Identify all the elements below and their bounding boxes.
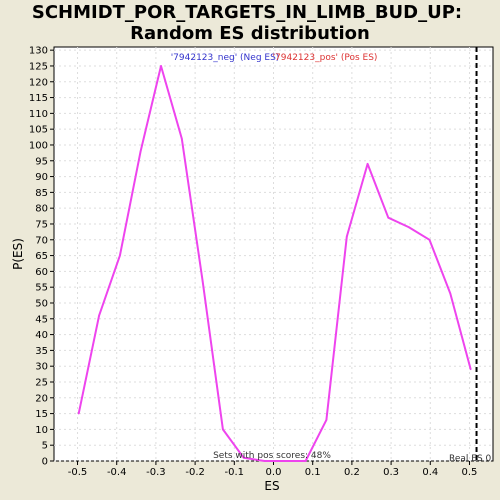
data-point xyxy=(325,419,328,421)
data-point xyxy=(449,292,452,295)
x-tick-label: 0.3 xyxy=(383,467,399,478)
y-tick-label: 80 xyxy=(35,204,48,215)
x-tick-label: 0.4 xyxy=(422,467,438,478)
pos-scores-annotation: Sets with pos scores: 48% xyxy=(213,451,331,461)
chart-title-line2: Random ES distribution xyxy=(130,23,370,44)
x-tick-label: 0.0 xyxy=(266,467,282,478)
data-point xyxy=(387,216,390,219)
data-point xyxy=(345,235,348,238)
y-tick-label: 5 xyxy=(42,441,48,452)
data-point xyxy=(119,254,121,257)
data-point xyxy=(304,460,307,462)
y-axis-label: P(ES) xyxy=(11,238,25,270)
y-tick-label: 35 xyxy=(35,346,48,357)
data-point xyxy=(222,428,224,431)
series-layer xyxy=(77,65,472,462)
data-point xyxy=(366,163,369,165)
x-tick-label: -0.3 xyxy=(146,467,166,478)
y-tick-label: 65 xyxy=(35,251,48,262)
data-point xyxy=(139,150,142,153)
chart-title-line1: SCHMIDT_POR_TARGETS_IN_LIMB_BUD_UP: xyxy=(32,2,462,23)
y-tick-label: 60 xyxy=(35,267,48,278)
data-point xyxy=(98,314,100,317)
y-tick-label: 70 xyxy=(35,235,48,246)
y-tick-label: 10 xyxy=(35,425,48,436)
y-tick-label: 30 xyxy=(35,362,48,373)
legend-neg-label: '7942123_neg' (Neg ES) xyxy=(171,53,280,63)
grid-lines xyxy=(54,47,493,462)
x-tick-label: 0.5 xyxy=(462,467,478,478)
y-tick-label: 85 xyxy=(35,188,48,199)
x-tick-label: -0.5 xyxy=(68,467,88,478)
data-point xyxy=(469,368,472,371)
data-point xyxy=(201,280,204,282)
data-point xyxy=(242,457,245,459)
y-tick-label: 95 xyxy=(35,156,48,167)
x-tick-label: -0.1 xyxy=(225,467,245,478)
x-tick-label: -0.2 xyxy=(185,467,205,478)
data-point xyxy=(263,460,266,462)
data-point xyxy=(180,137,183,140)
y-tick-label: 105 xyxy=(29,125,48,136)
y-tick-label: 115 xyxy=(29,93,48,104)
es-distribution-line xyxy=(77,65,472,462)
y-tick-label: 25 xyxy=(35,377,48,388)
legend-pos-label: '7942123_pos' (Pos ES) xyxy=(273,53,378,63)
real-es-label: Real ES 0 xyxy=(449,454,492,464)
y-tick-label: 40 xyxy=(35,330,48,341)
x-tick-label: 0.1 xyxy=(305,467,321,478)
y-tick-label: 45 xyxy=(35,314,48,325)
data-point xyxy=(407,226,410,228)
x-axis-label: ES xyxy=(264,479,279,493)
data-point xyxy=(284,460,286,462)
y-tick-label: 110 xyxy=(29,109,48,120)
y-tick-label: 130 xyxy=(29,46,48,57)
y-tick-label: 55 xyxy=(35,283,48,294)
x-tick-label: -0.4 xyxy=(107,467,127,478)
y-tick-label: 90 xyxy=(35,172,48,183)
y-tick-label: 125 xyxy=(29,61,48,72)
y-tick-label: 50 xyxy=(35,298,48,309)
y-tick-label: 20 xyxy=(35,393,48,404)
y-tick-label: 75 xyxy=(35,219,48,230)
y-tick-label: 120 xyxy=(29,77,48,88)
data-point xyxy=(160,65,162,67)
y-tick-label: 0 xyxy=(42,457,48,468)
x-tick-label: 0.2 xyxy=(344,467,360,478)
y-tick-label: 15 xyxy=(35,409,48,420)
data-point xyxy=(77,412,80,415)
data-point xyxy=(428,238,431,241)
axes: -0.5 -0.4 -0.3 -0.2 -0.1 0.0 0.1 0.2 0.3 0.4 0.5 0 5… xyxy=(29,46,478,478)
y-tick-label: 100 xyxy=(29,140,48,151)
